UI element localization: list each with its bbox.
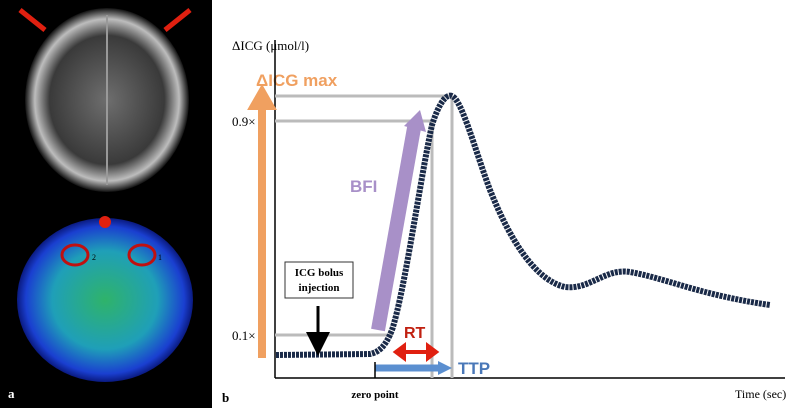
figure: 2 1 a b ΔICG (μmol/l) ΔICG max 0.9× 0.1×…	[0, 0, 799, 408]
y-axis-label: ΔICG (μmol/l)	[232, 38, 309, 53]
roi-label: 1	[158, 253, 162, 262]
bfi-label: BFI	[350, 177, 377, 196]
x-axis-label: Time (sec)	[735, 387, 786, 401]
max-label: ΔICG max	[256, 71, 338, 90]
zero-point-label: zero point	[351, 389, 398, 401]
map-hotspot	[99, 216, 111, 228]
guide-lines	[275, 96, 452, 378]
level-label: 0.9×	[232, 114, 256, 129]
injection-label: ICG bolus	[295, 267, 344, 279]
rt-label: RT	[404, 325, 426, 342]
bfi-arrow	[378, 128, 414, 330]
panel-label: b	[222, 390, 229, 405]
perfusion-map	[17, 218, 193, 382]
level-label: 0.1×	[232, 328, 256, 343]
injection-label: injection	[299, 282, 340, 294]
roi-label: 2	[92, 253, 96, 262]
rt-arrow	[396, 346, 436, 358]
icg-curve	[276, 96, 770, 355]
panel-label: a	[8, 386, 15, 401]
max-arrow	[254, 92, 270, 358]
ttp-arrow-head	[438, 361, 452, 375]
ttp-label: TTP	[458, 359, 490, 378]
